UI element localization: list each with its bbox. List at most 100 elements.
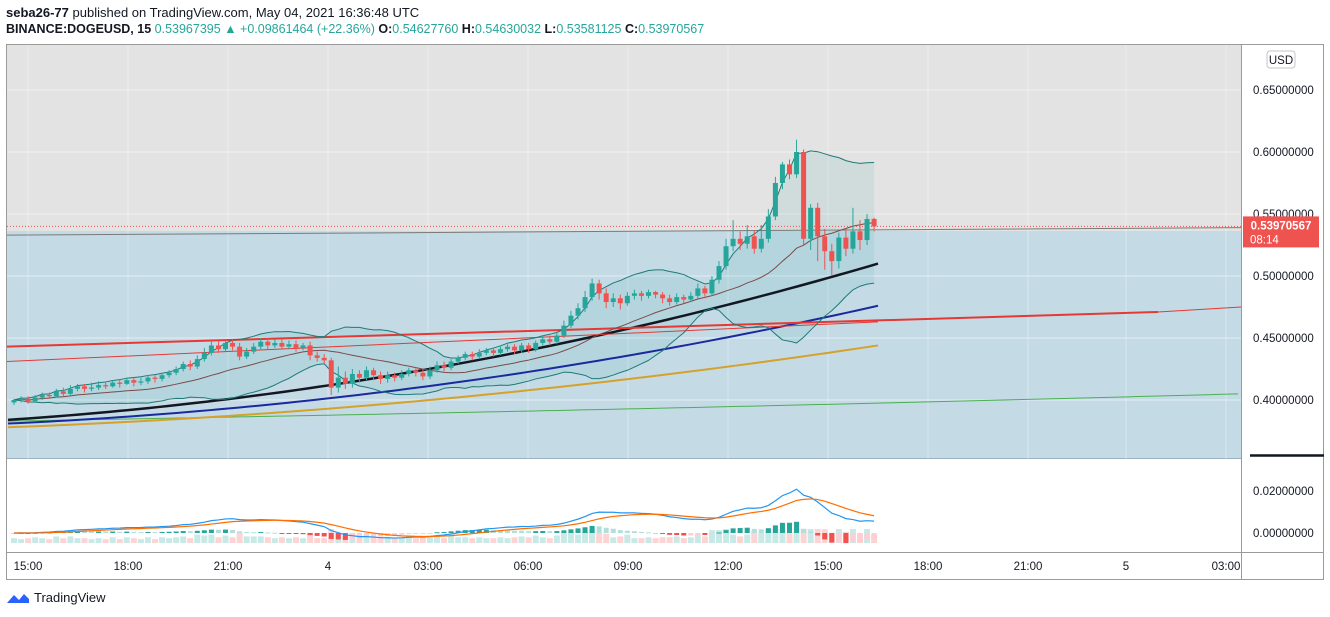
volume-bar bbox=[462, 537, 469, 543]
candle-body bbox=[554, 335, 560, 342]
footer-brand[interactable]: TradingView bbox=[6, 590, 106, 605]
macd-histogram-bar bbox=[667, 533, 673, 535]
macd-histogram-bar bbox=[575, 528, 581, 533]
candle-body bbox=[67, 388, 73, 394]
candle-body bbox=[596, 283, 602, 294]
candle-body bbox=[674, 297, 680, 303]
candle-body bbox=[850, 231, 856, 249]
candle-body bbox=[568, 315, 574, 326]
macd-histogram-bar bbox=[131, 531, 137, 533]
macd-histogram-bar bbox=[505, 530, 510, 533]
volume-bar bbox=[525, 537, 532, 543]
macd-histogram-bar bbox=[138, 532, 144, 534]
macd-histogram-bar bbox=[223, 529, 228, 533]
candle-body bbox=[11, 400, 17, 403]
price-axis[interactable]: 0.650000000.600000000.550000000.50000000… bbox=[1253, 85, 1314, 540]
volume-bar bbox=[300, 538, 307, 543]
volume-bar bbox=[441, 538, 448, 543]
candle-body bbox=[794, 152, 800, 175]
macd-histogram-bar bbox=[702, 533, 708, 536]
candle-body bbox=[378, 375, 384, 379]
macd-histogram-bar bbox=[371, 533, 377, 537]
price-chart[interactable]: 0.650000000.600000000.550000000.50000000… bbox=[6, 44, 1324, 581]
volume-bar bbox=[793, 529, 800, 543]
macd-histogram-bar bbox=[772, 525, 778, 533]
time-tick-label: 09:00 bbox=[614, 561, 643, 573]
macd-histogram-bar bbox=[653, 532, 659, 534]
time-axis[interactable]: 15:00 18:00 21:00 4 03:00 06:00 09:00 12:00 15:0… bbox=[14, 561, 1241, 573]
volume-bar bbox=[560, 532, 567, 543]
candle-body bbox=[695, 288, 701, 296]
currency-label: USD bbox=[1269, 55, 1293, 67]
candle-body bbox=[829, 251, 835, 262]
candle-body bbox=[208, 345, 214, 353]
candle-body bbox=[836, 237, 842, 262]
volume-bar bbox=[243, 536, 250, 543]
macd-histogram-bar bbox=[603, 527, 609, 533]
time-tick-label: 18:00 bbox=[914, 561, 943, 573]
time-tick-label: 03:00 bbox=[1212, 561, 1241, 573]
candle-body bbox=[751, 236, 757, 249]
volume-bar bbox=[786, 532, 793, 543]
volume-bar bbox=[539, 537, 546, 543]
macd-histogram-bar bbox=[808, 531, 814, 533]
macd-histogram-bar bbox=[166, 531, 172, 533]
macd-histogram-bar bbox=[152, 532, 158, 534]
macd-histogram-bar bbox=[843, 533, 849, 544]
close-value: 0.53970567 bbox=[638, 22, 705, 36]
volume-bar bbox=[419, 537, 426, 543]
candle-body bbox=[420, 372, 426, 377]
price-tick-label: 0.60000000 bbox=[1253, 147, 1314, 159]
macd-histogram-bar bbox=[568, 529, 574, 533]
volume-bar bbox=[236, 532, 243, 543]
volume-bar bbox=[546, 538, 553, 543]
volume-bar bbox=[67, 536, 74, 543]
candle-body bbox=[737, 238, 743, 244]
candle-body bbox=[265, 341, 271, 346]
author-name[interactable]: seba26-77 bbox=[6, 5, 69, 20]
candle-body bbox=[173, 369, 179, 373]
macd-histogram-bar bbox=[237, 531, 243, 533]
bollinger-basis bbox=[13, 222, 875, 401]
macd-histogram-bar bbox=[737, 528, 743, 533]
last-price: 0.53967395 bbox=[154, 22, 221, 36]
macd-histogram-bar bbox=[89, 531, 95, 533]
candle-body bbox=[215, 345, 221, 350]
candle-body bbox=[772, 183, 778, 217]
volume-bar bbox=[589, 530, 596, 543]
volume-bar bbox=[448, 535, 455, 543]
candle-body bbox=[392, 375, 398, 378]
candle-body bbox=[476, 352, 482, 357]
time-tick-label: 12:00 bbox=[714, 561, 743, 573]
volume-bar bbox=[504, 538, 511, 543]
macd-histogram-bar bbox=[96, 531, 102, 533]
macd-histogram-bar bbox=[688, 533, 694, 536]
candle-body bbox=[702, 288, 708, 294]
candle-body bbox=[371, 370, 377, 376]
candle-body bbox=[490, 350, 496, 353]
volume-bar bbox=[652, 538, 659, 543]
macd-histogram-bar bbox=[533, 531, 539, 533]
candle-body bbox=[469, 354, 475, 357]
candle-body bbox=[272, 342, 278, 346]
macd-histogram-bar bbox=[272, 532, 278, 534]
ohlc-legend: BINANCE:DOGEUSD, 15 0.53967395 ▲ +0.0986… bbox=[6, 22, 704, 36]
macd-histogram-bar bbox=[723, 530, 729, 533]
currency-badge[interactable] bbox=[1266, 50, 1296, 69]
candle-body bbox=[526, 345, 532, 350]
macd-histogram-bar bbox=[117, 531, 123, 533]
macd-histogram-bar bbox=[215, 529, 221, 533]
volume-bar bbox=[159, 537, 166, 543]
symbol-label[interactable]: BINANCE:DOGEUSD, 15 bbox=[6, 22, 152, 36]
macd-histogram-bar bbox=[794, 521, 800, 533]
candle-body bbox=[497, 349, 503, 353]
macd-histogram-bar bbox=[857, 533, 863, 542]
volume-bar bbox=[391, 538, 398, 543]
candle-body bbox=[505, 346, 510, 350]
high-label: H: bbox=[461, 22, 475, 36]
macd-tick-label: 0.00000000 bbox=[1253, 528, 1314, 540]
volume-bar bbox=[455, 537, 462, 543]
volume-bar bbox=[511, 537, 518, 543]
volume-bar bbox=[32, 537, 39, 543]
candle-body bbox=[131, 380, 137, 383]
